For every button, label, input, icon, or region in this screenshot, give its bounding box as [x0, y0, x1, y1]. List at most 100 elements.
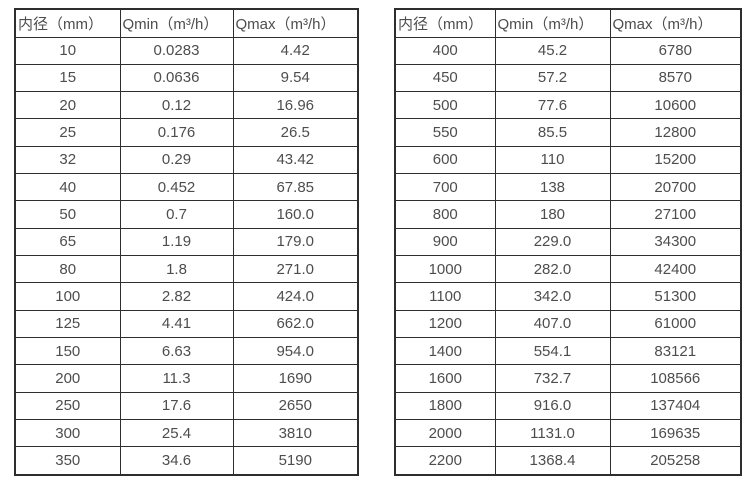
- table-cell: 40: [14, 173, 121, 202]
- table-cell: 424.0: [232, 282, 359, 311]
- table-cell: 4.41: [119, 309, 234, 338]
- table-cell: 0.176: [119, 118, 234, 147]
- table-cell: 16.96: [232, 91, 359, 120]
- table-cell: 57.2: [494, 63, 611, 93]
- table-cell: 2000: [394, 418, 496, 448]
- table-row: 350 34.6 5190: [14, 446, 359, 476]
- table-row: 65 1.19 179.0: [14, 227, 359, 257]
- table-row: 500 77.6 10600: [394, 91, 742, 120]
- table-row: 200 11.3 1690: [14, 364, 359, 393]
- table-row: 2000 1131.0 169635: [394, 418, 742, 448]
- table-cell: 916.0: [494, 391, 611, 420]
- table-cell: 4.42: [232, 36, 359, 65]
- table-cell: 1400: [394, 336, 496, 366]
- table-row: 800 180 27100: [394, 200, 742, 229]
- table-cell: 0.12: [119, 91, 234, 120]
- table-row: 125 4.41 662.0: [14, 309, 359, 338]
- table-cell: 80: [14, 254, 121, 284]
- table-cell: 550: [394, 118, 496, 147]
- right-flow-table: 内径（mm） Qmin（m³/h） Qmax（m³/h） 400 45.2 6780…: [394, 8, 742, 476]
- table-cell: 1131.0: [494, 418, 611, 448]
- table-cell: 300: [14, 418, 121, 448]
- table-cell: 205258: [609, 446, 742, 476]
- table-cell: 1.19: [119, 227, 234, 257]
- table-row: 10 0.0283 4.42: [14, 36, 359, 65]
- table-cell: 26.5: [232, 118, 359, 147]
- table-cell: 3810: [232, 418, 359, 448]
- header-cell-qmax: Qmax（m³/h）: [232, 8, 359, 38]
- table-cell: 179.0: [232, 227, 359, 257]
- table-cell: 900: [394, 227, 496, 257]
- table-cell: 108566: [609, 364, 742, 393]
- table-cell: 150: [14, 336, 121, 366]
- table-cell: 1600: [394, 364, 496, 393]
- table-cell: 50: [14, 200, 121, 229]
- table-cell: 169635: [609, 418, 742, 448]
- right-table-header: 内径（mm） Qmin（m³/h） Qmax（m³/h）: [394, 8, 742, 38]
- table-cell: 1100: [394, 282, 496, 311]
- table-row: 550 85.5 12800: [394, 118, 742, 147]
- table-cell: 25.4: [119, 418, 234, 448]
- table-cell: 10: [14, 36, 121, 65]
- table-cell: 138: [494, 173, 611, 202]
- table-cell: 450: [394, 63, 496, 93]
- table-row: 32 0.29 43.42: [14, 145, 359, 175]
- table-cell: 1368.4: [494, 446, 611, 476]
- table-cell: 180: [494, 200, 611, 229]
- table-cell: 17.6: [119, 391, 234, 420]
- table-cell: 1800: [394, 391, 496, 420]
- table-cell: 9.54: [232, 63, 359, 93]
- table-cell: 229.0: [494, 227, 611, 257]
- table-row: 300 25.4 3810: [14, 418, 359, 448]
- table-cell: 732.7: [494, 364, 611, 393]
- left-table-header: 内径（mm） Qmin（m³/h） Qmax（m³/h）: [14, 8, 359, 38]
- table-row: 50 0.7 160.0: [14, 200, 359, 229]
- table-row: 80 1.8 271.0: [14, 254, 359, 284]
- table-cell: 6.63: [119, 336, 234, 366]
- table-row: 1400 554.1 83121: [394, 336, 742, 366]
- left-table-body: 10 0.0283 4.42 15 0.0636 9.54 20 0.12 16.96 25 0.1…: [14, 36, 359, 476]
- table-cell: 342.0: [494, 282, 611, 311]
- table-cell: 11.3: [119, 364, 234, 393]
- table-cell: 554.1: [494, 336, 611, 366]
- table-row: 600 110 15200: [394, 145, 742, 175]
- header-row: 内径（mm） Qmin（m³/h） Qmax（m³/h）: [394, 8, 742, 38]
- table-cell: 954.0: [232, 336, 359, 366]
- table-cell: 2.82: [119, 282, 234, 311]
- table-row: 15 0.0636 9.54: [14, 63, 359, 93]
- right-table-body: 400 45.2 6780 450 57.2 8570 500 77.6 10600 550 85.…: [394, 36, 742, 476]
- table-cell: 65: [14, 227, 121, 257]
- table-cell: 0.29: [119, 145, 234, 175]
- header-row: 内径（mm） Qmin（m³/h） Qmax（m³/h）: [14, 8, 359, 38]
- header-cell-diameter: 内径（mm）: [14, 8, 121, 38]
- table-row: 25 0.176 26.5: [14, 118, 359, 147]
- header-cell-diameter: 内径（mm）: [394, 8, 496, 38]
- table-cell: 0.7: [119, 200, 234, 229]
- table-cell: 61000: [609, 309, 742, 338]
- table-cell: 1690: [232, 364, 359, 393]
- table-row: 450 57.2 8570: [394, 63, 742, 93]
- table-cell: 100: [14, 282, 121, 311]
- table-cell: 1200: [394, 309, 496, 338]
- table-cell: 282.0: [494, 254, 611, 284]
- table-cell: 8570: [609, 63, 742, 93]
- table-cell: 34300: [609, 227, 742, 257]
- table-cell: 77.6: [494, 91, 611, 120]
- table-cell: 20700: [609, 173, 742, 202]
- table-cell: 0.0636: [119, 63, 234, 93]
- table-cell: 67.85: [232, 173, 359, 202]
- header-cell-qmin: Qmin（m³/h）: [119, 8, 234, 38]
- table-row: 400 45.2 6780: [394, 36, 742, 65]
- table-cell: 1.8: [119, 254, 234, 284]
- table-cell: 0.452: [119, 173, 234, 202]
- table-row: 250 17.6 2650: [14, 391, 359, 420]
- table-cell: 407.0: [494, 309, 611, 338]
- left-flow-table: 内径（mm） Qmin（m³/h） Qmax（m³/h） 10 0.0283 4.4…: [14, 8, 359, 476]
- table-cell: 662.0: [232, 309, 359, 338]
- table-row: 1200 407.0 61000: [394, 309, 742, 338]
- table-cell: 200: [14, 364, 121, 393]
- table-row: 700 138 20700: [394, 173, 742, 202]
- table-row: 150 6.63 954.0: [14, 336, 359, 366]
- table-cell: 27100: [609, 200, 742, 229]
- table-cell: 6780: [609, 36, 742, 65]
